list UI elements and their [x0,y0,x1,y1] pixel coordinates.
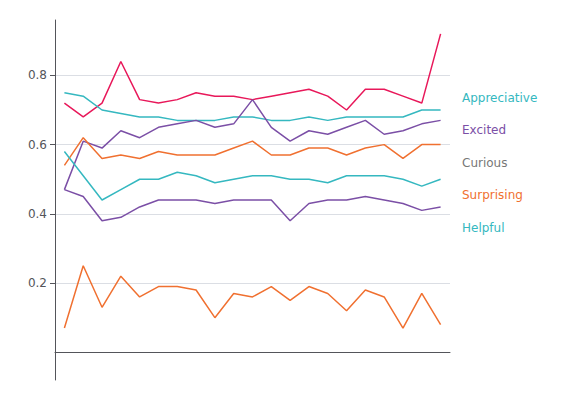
svg-text:Surprising: Surprising [462,188,523,202]
svg-text:Excited: Excited [462,123,506,137]
svg-text:0.4: 0.4 [28,207,47,221]
svg-text:0.8: 0.8 [28,68,47,82]
svg-text:Helpful: Helpful [462,221,505,235]
svg-text:Curious: Curious [462,156,507,170]
svg-text:0.2: 0.2 [28,276,47,290]
svg-text:Appreciative: Appreciative [462,91,537,105]
svg-text:0.6: 0.6 [28,138,47,152]
